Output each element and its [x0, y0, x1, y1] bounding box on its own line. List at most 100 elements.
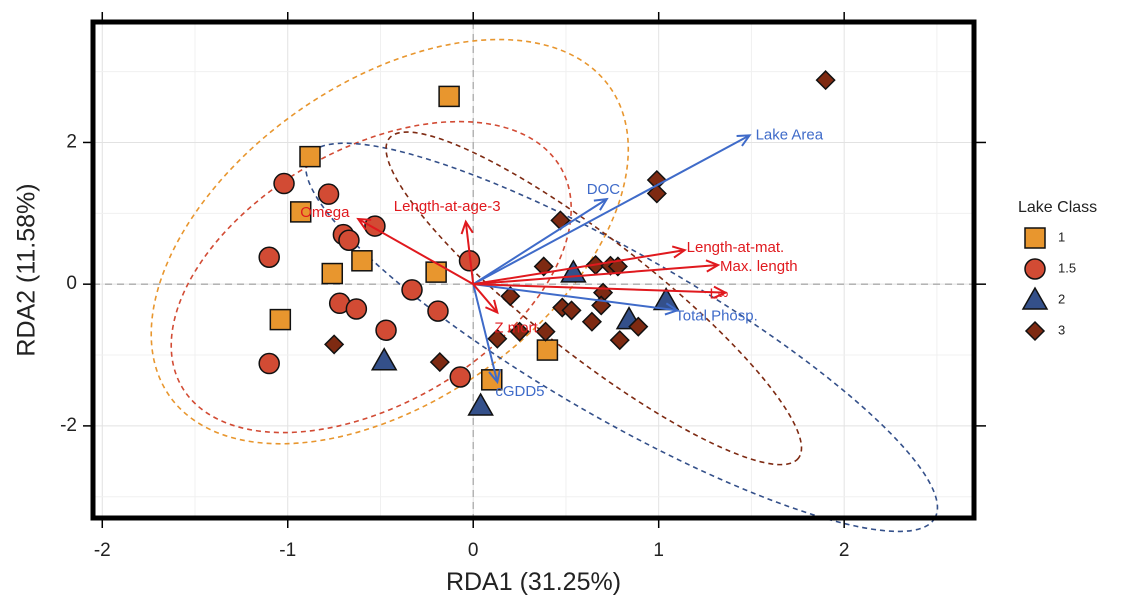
point-class-3: [535, 321, 556, 342]
legend: Lake Class 1 1.5 2 3: [1018, 199, 1097, 342]
x-tick-label: 2: [839, 540, 850, 561]
vector-line: [473, 249, 685, 286]
point-class-1: [351, 250, 373, 272]
point-class-1: [425, 261, 447, 283]
point-class-3: [533, 256, 554, 277]
point-class-1: [269, 308, 292, 331]
vector-max-length: Max. length: [473, 258, 798, 286]
point-class-3: [561, 300, 582, 321]
vector-line: [357, 218, 474, 286]
point-class-3: [487, 328, 508, 349]
legend-label: 1: [1058, 229, 1065, 244]
point-class-3: [324, 334, 345, 355]
point-class-3: [609, 330, 630, 351]
point-class-1-5: [317, 183, 340, 205]
vector-label: Length-at-mat.: [687, 239, 785, 256]
vector-arrowhead: [705, 259, 721, 273]
ellipse-class-3: [385, 131, 803, 466]
vector-omega: Omega: [300, 204, 474, 286]
point-class-1-5: [401, 279, 423, 301]
confidence-ellipses: [150, 38, 939, 533]
biplot-vectors: Lake Area DOC Total Phosp. cGDD5 Omega Length…: [300, 126, 824, 400]
vector-line: [464, 221, 475, 285]
vector-arrowhead: [593, 197, 609, 211]
vector-arrowhead: [488, 369, 501, 385]
vector-arrowhead: [460, 219, 474, 235]
point-class-1-5: [449, 366, 471, 388]
vector-label: DOC: [587, 181, 621, 198]
legend-label: 2: [1058, 291, 1065, 306]
point-class-3: [509, 321, 530, 342]
point-class-1: [289, 201, 312, 223]
point-class-2: [560, 259, 587, 283]
vector-label: cGDD5: [495, 383, 544, 400]
grid: [93, 22, 974, 518]
point-class-1: [438, 85, 460, 108]
x-axis-title: RDA1 (31.25%): [446, 568, 621, 596]
vector-label: Lake Area: [756, 126, 824, 143]
point-class-3: [429, 352, 450, 373]
x-tick-label: 1: [653, 540, 664, 561]
point-class-2: [370, 347, 398, 371]
vector-label: Max. length: [720, 258, 798, 275]
y-tick-label: 2: [66, 131, 77, 152]
point-class-1: [299, 145, 321, 168]
legend-swatch-class-1: [1024, 227, 1046, 249]
x-tick-label: 0: [468, 540, 479, 561]
point-class-1-5: [375, 319, 397, 341]
plot-frame: [90, 19, 977, 521]
point-class-3: [581, 311, 602, 332]
point-class-2: [467, 392, 494, 416]
vector-line: [472, 198, 608, 286]
point-class-1: [321, 262, 344, 285]
legend-swatch-class-2: [1021, 286, 1049, 310]
vector-label: Length-at-age-3: [394, 198, 501, 215]
vector-l: L∞: [473, 283, 729, 303]
legend-swatch-class-3: [1024, 320, 1046, 342]
site-points: [258, 70, 836, 416]
zero-reference-lines: [93, 22, 974, 518]
vector-line: [473, 264, 719, 286]
vector-line: [472, 283, 499, 314]
vector-label: Total Phosp.: [675, 307, 758, 324]
point-class-1: [536, 339, 559, 361]
point-class-1-5: [273, 172, 295, 195]
y-tick-label: -2: [60, 415, 77, 436]
point-class-1-5: [427, 300, 449, 322]
point-class-3: [628, 316, 649, 337]
vector-line: [473, 283, 678, 312]
point-class-1-5: [345, 298, 368, 320]
vector-arrowhead: [671, 245, 687, 259]
vector-line: [473, 283, 726, 294]
legend-label: 1.5: [1058, 260, 1076, 275]
axis-ticks: -2 -1 0 1 2 -2 0 2: [60, 12, 986, 561]
vector-z-mort: Z mort: [472, 283, 538, 336]
vector-line: [472, 283, 499, 383]
point-class-3: [815, 70, 836, 91]
point-class-1: [481, 369, 503, 391]
vector-label: L∞: [709, 286, 728, 303]
point-class-3: [550, 210, 571, 231]
point-class-1-5: [258, 246, 280, 268]
point-class-3: [500, 286, 521, 307]
vector-total-phosp: Total Phosp.: [473, 283, 758, 324]
y-axis-title: RDA2 (11.58%): [13, 183, 41, 356]
vector-arrowhead: [356, 217, 372, 231]
vector-line: [472, 134, 751, 286]
x-tick-label: -1: [279, 540, 296, 561]
y-tick-label: 0: [66, 273, 77, 294]
ellipse-class-1-5: [170, 120, 572, 434]
vector-cgdd5: cGDD5: [472, 283, 545, 400]
legend-swatch-class-1-5: [1024, 258, 1046, 280]
vector-length-at-mat: Length-at-mat.: [473, 239, 785, 286]
legend-title: Lake Class: [1018, 199, 1097, 216]
vector-label: Omega: [300, 204, 350, 221]
point-class-3: [646, 183, 667, 204]
point-class-1-5: [338, 229, 360, 251]
vector-arrowhead: [736, 134, 752, 147]
point-class-1-5: [258, 352, 280, 375]
vector-arrowhead: [485, 299, 499, 315]
vector-lake-area: Lake Area: [472, 126, 824, 286]
